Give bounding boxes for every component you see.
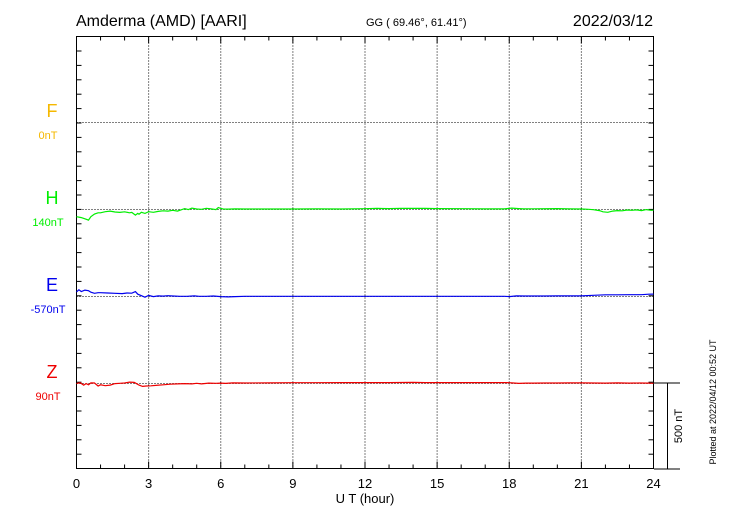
- x-tick-label: 15: [430, 476, 444, 491]
- plotted-at-note: Plotted at 2022/04/12 00:52 UT: [708, 339, 718, 465]
- geographic-coordinates: GG ( 69.46°, 61.41°): [366, 17, 467, 29]
- component-baseline-z: 90nT: [35, 391, 60, 403]
- trace-e: [76, 289, 654, 298]
- axis-ticks: [76, 36, 654, 469]
- x-tick-label: 21: [574, 476, 588, 491]
- trace-z: [76, 381, 654, 388]
- x-tick-label: 3: [145, 476, 152, 491]
- station-title: Amderma (AMD) [AARI]: [76, 13, 247, 30]
- trace-h: [76, 206, 654, 221]
- grid-lines: [76, 36, 654, 469]
- x-tick-label: 6: [217, 476, 224, 491]
- component-name-h: H: [46, 188, 59, 208]
- date-label: 2022/03/12: [573, 13, 653, 30]
- x-tick-label: 18: [502, 476, 516, 491]
- component-name-e: E: [46, 275, 58, 295]
- scale-bar: 500 nT: [654, 382, 685, 470]
- component-baseline-e: -570nT: [31, 304, 66, 316]
- component-traces: [76, 206, 654, 388]
- component-baseline-h: 140nT: [32, 217, 63, 229]
- component-name-f: F: [47, 101, 58, 121]
- scale-label: 500 nT: [673, 409, 685, 444]
- x-tick-label: 0: [73, 476, 80, 491]
- component-name-z: Z: [47, 362, 58, 382]
- component-baseline-f: 0nT: [39, 130, 58, 142]
- x-tick-label: 12: [358, 476, 372, 491]
- component-labels: F 0nT H 140nT E -570nT Z 90nT: [31, 101, 66, 403]
- x-tick-labels: 0 3 6 9 12 15 18 21 24: [73, 476, 661, 491]
- x-tick-label: 9: [289, 476, 296, 491]
- x-axis-title: U T (hour): [336, 491, 395, 506]
- x-tick-label: 24: [646, 476, 660, 491]
